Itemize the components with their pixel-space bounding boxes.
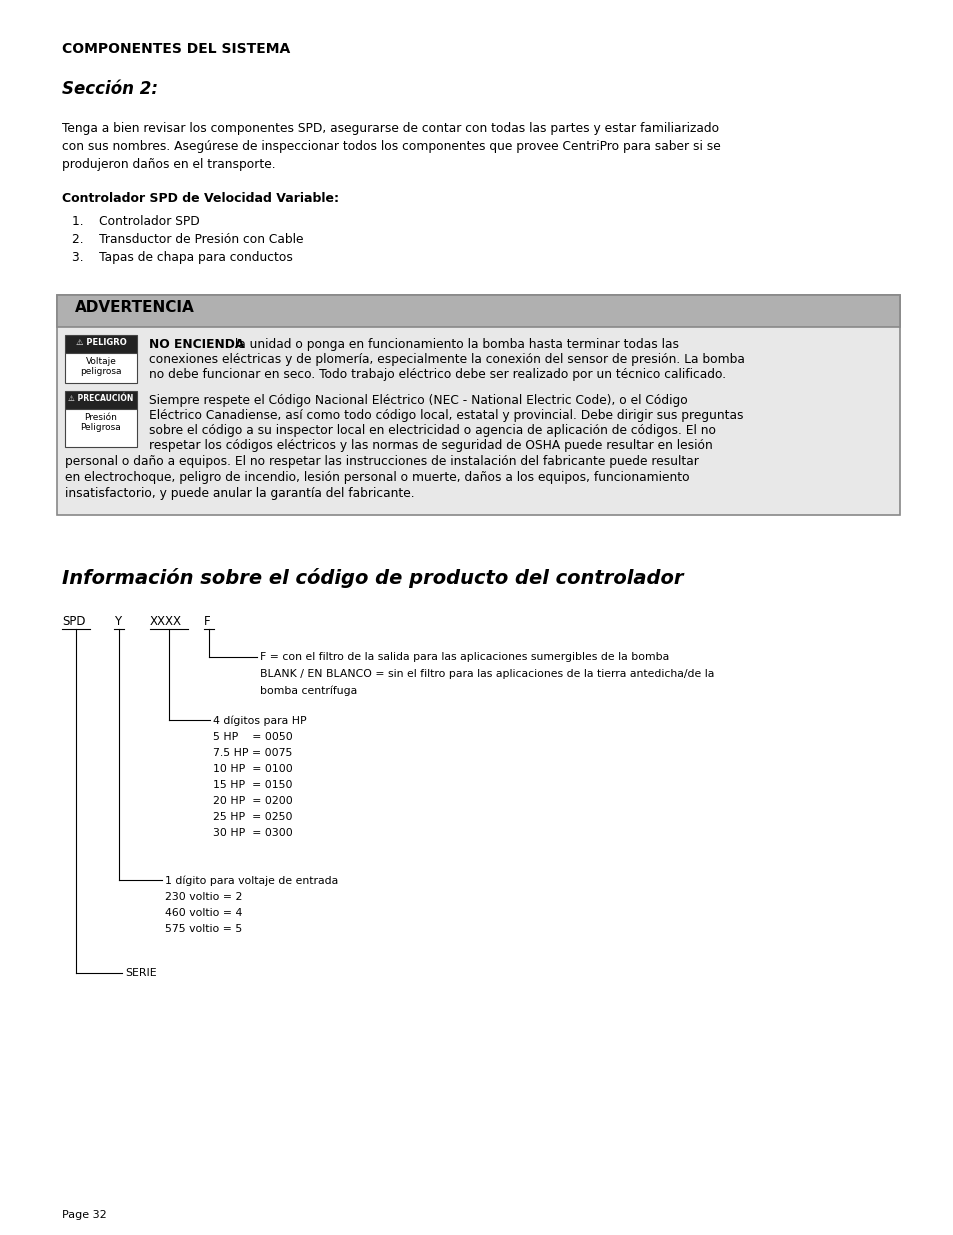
Text: 4 dígitos para HP: 4 dígitos para HP (213, 715, 306, 725)
Bar (65, 353, 137, 383)
Text: 20 HP  = 0200: 20 HP = 0200 (213, 797, 293, 806)
Text: ADVERTENCIA: ADVERTENCIA (75, 300, 194, 315)
Text: Presión
Peligrosa: Presión Peligrosa (81, 412, 121, 432)
Text: 10 HP  = 0100: 10 HP = 0100 (213, 764, 293, 774)
Text: Y: Y (113, 615, 121, 629)
Text: 5 HP    = 0050: 5 HP = 0050 (213, 732, 293, 742)
Text: 15 HP  = 0150: 15 HP = 0150 (213, 781, 293, 790)
Bar (57, 295, 899, 327)
Text: COMPONENTES DEL SISTEMA: COMPONENTES DEL SISTEMA (62, 42, 290, 56)
Text: en electrochoque, peligro de incendio, lesión personal o muerte, daños a los equ: en electrochoque, peligro de incendio, l… (65, 471, 689, 484)
Text: SPD: SPD (62, 615, 86, 629)
Text: XXXX: XXXX (150, 615, 182, 629)
Text: F = con el filtro de la salida para las aplicaciones sumergibles de la bomba: F = con el filtro de la salida para las … (260, 652, 669, 662)
Text: 575 voltio = 5: 575 voltio = 5 (165, 924, 242, 934)
Text: insatisfactorio, y puede anular la garantía del fabricante.: insatisfactorio, y puede anular la garan… (65, 487, 415, 500)
Text: Voltaje
peligrosa: Voltaje peligrosa (80, 357, 122, 377)
Text: 1.    Controlador SPD: 1. Controlador SPD (71, 215, 199, 228)
Text: 3.    Tapas de chapa para conductos: 3. Tapas de chapa para conductos (71, 251, 293, 264)
Text: con sus nombres. Asegúrese de inspeccionar todos los componentes que provee Cent: con sus nombres. Asegúrese de inspeccion… (62, 140, 720, 153)
Text: 460 voltio = 4: 460 voltio = 4 (165, 908, 242, 918)
Bar (65, 391, 137, 409)
Text: produjeron daños en el transporte.: produjeron daños en el transporte. (62, 158, 275, 170)
Text: 1 dígito para voltaje de entrada: 1 dígito para voltaje de entrada (165, 876, 338, 885)
Bar (57, 295, 899, 515)
Text: BLANK / EN BLANCO = sin el filtro para las aplicaciones de la tierra antedicha/d: BLANK / EN BLANCO = sin el filtro para l… (260, 669, 714, 679)
Text: 2.    Transductor de Presión con Cable: 2. Transductor de Presión con Cable (71, 233, 303, 246)
Text: 7.5 HP = 0075: 7.5 HP = 0075 (213, 748, 292, 758)
Bar (65, 335, 137, 353)
Text: respetar los códigos eléctricos y las normas de seguridad de OSHA puede resultar: respetar los códigos eléctricos y las no… (149, 438, 712, 452)
Text: Siempre respete el Código Nacional Eléctrico (NEC - National Electric Code), o e: Siempre respete el Código Nacional Eléct… (149, 394, 687, 408)
Text: Información sobre el código de producto del controlador: Información sobre el código de producto … (62, 568, 682, 588)
Text: Tenga a bien revisar los componentes SPD, asegurarse de contar con todas las par: Tenga a bien revisar los componentes SPD… (62, 122, 719, 135)
Text: personal o daño a equipos. El no respetar las instrucciones de instalación del f: personal o daño a equipos. El no respeta… (65, 454, 699, 468)
Text: ⚠ PELIGRO: ⚠ PELIGRO (75, 338, 126, 347)
Text: 30 HP  = 0300: 30 HP = 0300 (213, 827, 293, 839)
Text: la unidad o ponga en funcionamiento la bomba hasta terminar todas las: la unidad o ponga en funcionamiento la b… (231, 338, 679, 351)
Text: 230 voltio = 2: 230 voltio = 2 (165, 892, 242, 902)
Text: bomba centrífuga: bomba centrífuga (260, 685, 356, 695)
Text: NO ENCIENDA: NO ENCIENDA (149, 338, 244, 351)
Text: conexiones eléctricas y de plomería, especialmente la conexión del sensor de pre: conexiones eléctricas y de plomería, esp… (149, 353, 744, 366)
Bar (65, 409, 137, 447)
Text: Page 32: Page 32 (62, 1210, 107, 1220)
Text: Sección 2:: Sección 2: (62, 80, 158, 98)
Text: sobre el código a su inspector local en electricidad o agencia de aplicación de : sobre el código a su inspector local en … (149, 424, 716, 437)
Text: 25 HP  = 0250: 25 HP = 0250 (213, 811, 293, 823)
Text: F: F (204, 615, 211, 629)
Text: ⚠ PRECAUCIÓN: ⚠ PRECAUCIÓN (69, 394, 133, 403)
Text: no debe funcionar en seco. Todo trabajo eléctrico debe ser realizado por un técn: no debe funcionar en seco. Todo trabajo … (149, 368, 725, 382)
Text: SERIE: SERIE (125, 968, 156, 978)
Text: Eléctrico Canadiense, así como todo código local, estatal y provincial. Debe dir: Eléctrico Canadiense, así como todo códi… (149, 409, 742, 422)
Text: Controlador SPD de Velocidad Variable:: Controlador SPD de Velocidad Variable: (62, 191, 338, 205)
